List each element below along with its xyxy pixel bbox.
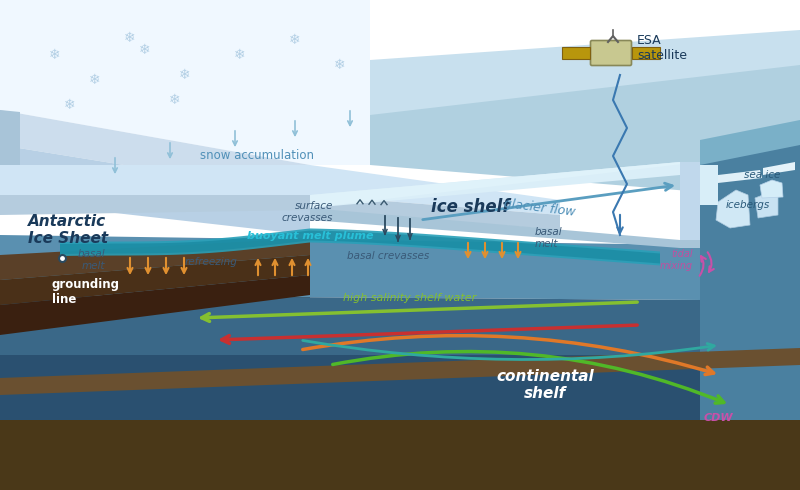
Polygon shape: [763, 162, 795, 175]
Text: ❄: ❄: [139, 43, 151, 57]
Polygon shape: [0, 145, 310, 235]
Text: ❄: ❄: [289, 33, 301, 47]
Bar: [632, 47, 660, 59]
Polygon shape: [0, 360, 800, 490]
Text: tidal
mixing: tidal mixing: [660, 249, 693, 271]
Polygon shape: [60, 228, 660, 266]
Polygon shape: [310, 162, 700, 208]
Polygon shape: [700, 140, 800, 420]
Text: CDW: CDW: [703, 413, 733, 423]
Polygon shape: [0, 275, 310, 335]
Text: ❄: ❄: [89, 73, 101, 87]
Polygon shape: [0, 295, 700, 360]
Text: continental
shelf: continental shelf: [496, 369, 594, 401]
Polygon shape: [310, 162, 700, 208]
Polygon shape: [680, 162, 700, 240]
Text: ❄: ❄: [49, 48, 61, 62]
Text: icebergs: icebergs: [726, 200, 770, 210]
Text: ❄: ❄: [334, 58, 346, 72]
Polygon shape: [755, 193, 778, 218]
Polygon shape: [0, 0, 370, 165]
Text: basal crevasses: basal crevasses: [347, 251, 429, 261]
Polygon shape: [700, 120, 800, 165]
Polygon shape: [0, 348, 800, 395]
Polygon shape: [0, 110, 20, 200]
Text: ❄: ❄: [234, 48, 246, 62]
Text: Antarctic
Ice Sheet: Antarctic Ice Sheet: [28, 214, 108, 246]
Text: ❄: ❄: [124, 31, 136, 45]
Text: basal
melt: basal melt: [535, 227, 562, 249]
Text: sea ice: sea ice: [744, 170, 780, 180]
Text: surface
crevasses: surface crevasses: [282, 201, 333, 223]
FancyBboxPatch shape: [590, 41, 631, 66]
Polygon shape: [310, 208, 700, 248]
Text: ❄: ❄: [169, 93, 181, 107]
Polygon shape: [716, 190, 750, 228]
Polygon shape: [0, 255, 310, 305]
Polygon shape: [60, 230, 660, 264]
Polygon shape: [0, 315, 310, 388]
Text: snow accumulation: snow accumulation: [200, 148, 314, 162]
Polygon shape: [370, 60, 800, 200]
Text: ❄: ❄: [179, 68, 191, 82]
Bar: [562, 47, 590, 59]
Text: buoyant melt plume: buoyant melt plume: [246, 231, 374, 241]
Polygon shape: [0, 195, 560, 230]
Polygon shape: [0, 165, 560, 215]
Text: ❄: ❄: [64, 98, 76, 112]
Polygon shape: [0, 295, 310, 360]
Text: high salinity shelf water: high salinity shelf water: [343, 293, 477, 303]
Polygon shape: [370, 30, 800, 115]
Text: glacier flow: glacier flow: [503, 197, 577, 219]
Polygon shape: [0, 355, 800, 420]
Text: grounding
line: grounding line: [52, 278, 120, 306]
Polygon shape: [0, 235, 700, 300]
Text: ice shelf: ice shelf: [430, 198, 510, 216]
Polygon shape: [700, 165, 718, 205]
Polygon shape: [760, 180, 783, 198]
Polygon shape: [718, 170, 762, 183]
Polygon shape: [0, 110, 310, 195]
Text: basal
melt: basal melt: [78, 249, 105, 271]
Text: ESA
satellite: ESA satellite: [637, 34, 687, 62]
Text: refreezing: refreezing: [185, 257, 238, 267]
Polygon shape: [0, 0, 800, 120]
Polygon shape: [0, 238, 310, 280]
